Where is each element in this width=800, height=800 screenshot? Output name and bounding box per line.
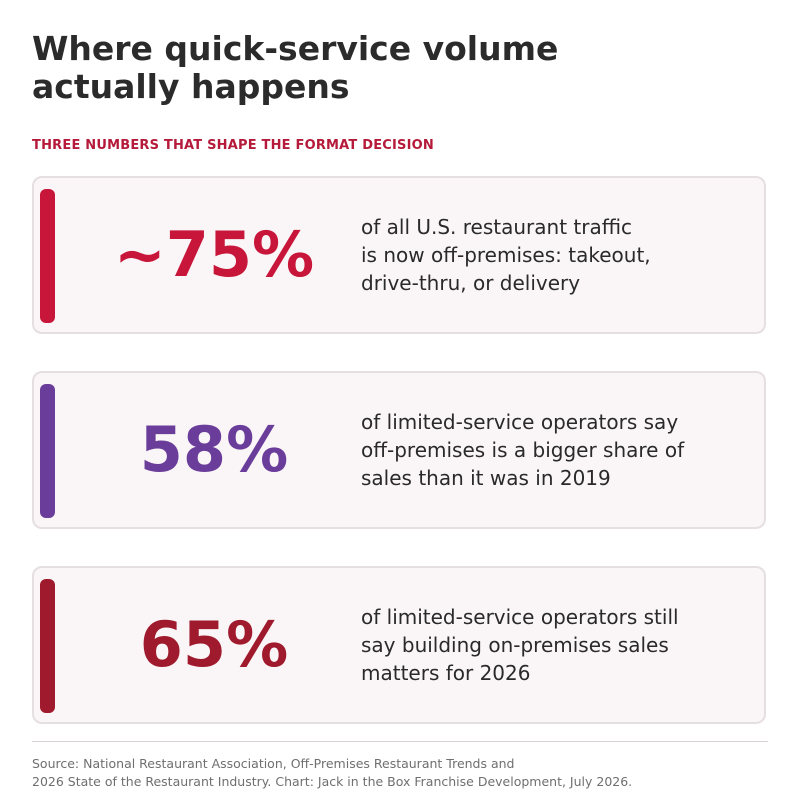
stat-value: 58% — [139, 413, 289, 486]
stat-description-line: is now off-premises: takeout, — [361, 243, 651, 267]
stat-description-line: of limited-service operators say — [361, 410, 679, 434]
stat-card-on-premises-matters: 65% of limited-service operators still s… — [32, 566, 766, 724]
source-note: Source: National Restaurant Association,… — [32, 755, 632, 791]
chart-subtitle: THREE NUMBERS THAT SHAPE THE FORMAT DECI… — [32, 138, 434, 153]
stat-description: of limited-service operators say off-pre… — [361, 373, 751, 527]
stat-card-off-premises-traffic: ~75% of all U.S. restaurant traffic is n… — [32, 176, 766, 334]
stat-value: ~75% — [113, 218, 315, 291]
chart-title-line-1: Where quick-service volume — [32, 29, 559, 68]
stat-accent-bar — [40, 384, 55, 518]
chart-title-line-2: actually happens — [32, 67, 350, 106]
stat-description-line: matters for 2026 — [361, 661, 531, 685]
stat-value: 65% — [139, 608, 289, 681]
stat-card-bigger-share: 58% of limited-service operators say off… — [32, 371, 766, 529]
stat-accent-bar — [40, 579, 55, 713]
chart-title: Where quick-service volume actually happ… — [32, 30, 732, 106]
source-note-line: Source: National Restaurant Association,… — [32, 756, 515, 771]
stat-description-line: off-premises is a bigger share of — [361, 438, 685, 462]
stat-description: of all U.S. restaurant traffic is now of… — [361, 178, 751, 332]
stat-description-line: of limited-service operators still — [361, 605, 679, 629]
stat-description: of limited-service operators still say b… — [361, 568, 751, 722]
stat-description-line: of all U.S. restaurant traffic — [361, 215, 633, 239]
stat-accent-bar — [40, 189, 55, 323]
stat-description-line: drive-thru, or delivery — [361, 271, 581, 295]
stat-description-line: say building on-premises sales — [361, 633, 669, 657]
footer-divider — [32, 741, 768, 742]
source-note-line: 2026 State of the Restaurant Industry. C… — [32, 774, 633, 789]
stat-description-line: sales than it was in 2019 — [361, 466, 611, 490]
